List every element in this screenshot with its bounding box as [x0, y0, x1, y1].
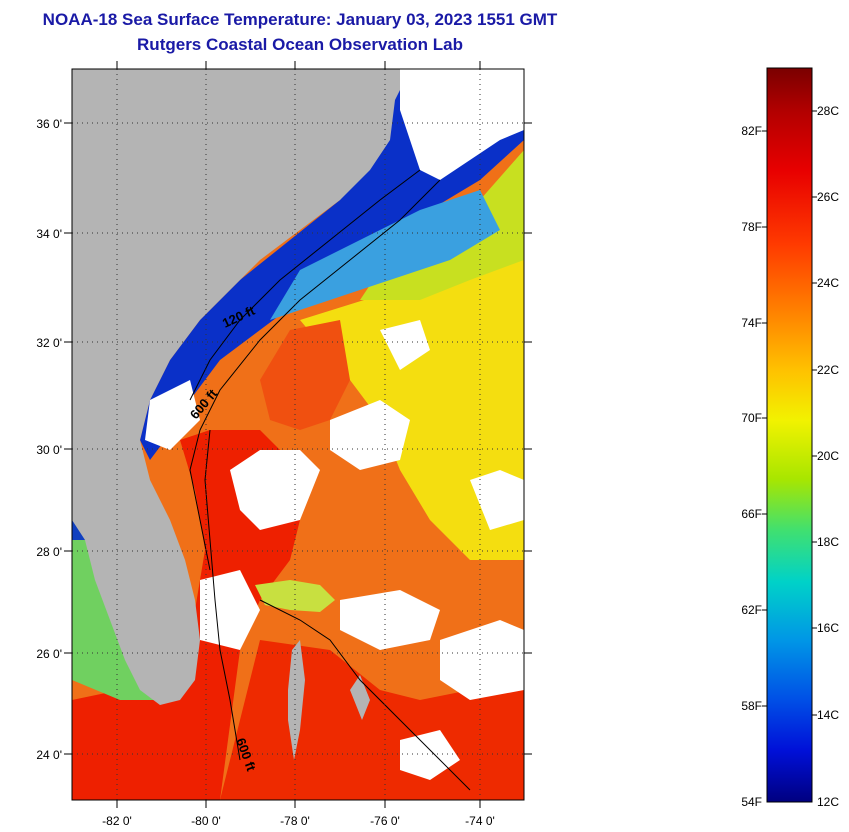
lat-label: 34 0': [36, 227, 62, 241]
colorbar-f-label: 70F: [741, 411, 762, 425]
colorbar-f-label: 82F: [741, 124, 762, 138]
cloud-cover: [145, 69, 524, 780]
lat-label: 28 0': [36, 545, 62, 559]
lon-label: -76 0': [370, 814, 400, 828]
colorbar-f-label: 78F: [741, 220, 762, 234]
colorbar-f-label: 54F: [741, 795, 762, 809]
lat-label: 30 0': [36, 443, 62, 457]
axis-ticks: [64, 61, 532, 808]
colorbar-c-label: 16C: [817, 621, 839, 635]
andros-island: [288, 640, 305, 760]
lat-label: 24 0': [36, 748, 62, 762]
colorbar-ticks: [762, 110, 817, 716]
colorbar-f-label: 66F: [741, 507, 762, 521]
lon-label: -82 0': [102, 814, 132, 828]
colorbar-c-label: 14C: [817, 708, 839, 722]
island: [350, 675, 370, 720]
warm-yellow-water: [300, 250, 524, 560]
colorbar-c-label: 26C: [817, 190, 839, 204]
longitude-labels: -82 0' -80 0' -78 0' -76 0' -74 0': [102, 814, 495, 828]
map-title: NOAA-18 Sea Surface Temperature: January…: [42, 10, 558, 29]
lon-label: -78 0': [280, 814, 310, 828]
map-area: 120 ft 600 ft 600 ft: [72, 69, 524, 800]
colorbar-c-label: 18C: [817, 535, 839, 549]
colorbar-c-label: 28C: [817, 104, 839, 118]
colorbar-f-label: 62F: [741, 603, 762, 617]
lat-label: 36 0': [36, 117, 62, 131]
bathymetry-contours: [189, 169, 471, 791]
colorbar-c-label: 12C: [817, 795, 839, 809]
warm-eddy: [260, 320, 350, 430]
gulf-stream-warm-water: [72, 430, 300, 800]
map-frame: [71, 68, 525, 801]
lon-label: -74 0': [465, 814, 495, 828]
graticule: [72, 69, 524, 800]
map-subtitle: Rutgers Coastal Ocean Observation Lab: [137, 35, 463, 54]
lat-label: 32 0': [36, 336, 62, 350]
land-southeast-us: [72, 69, 405, 705]
colorbar: 82F 78F 74F 70F 66F 62F 58F 54F 28C 26C …: [741, 67, 839, 809]
colorbar-c-label: 20C: [817, 449, 839, 463]
colorbar-c-label: 22C: [817, 363, 839, 377]
colorbar-c-label: 24C: [817, 276, 839, 290]
colorbar-scale: [766, 67, 813, 803]
bahamas-bank: [255, 580, 335, 612]
colorbar-f-label: 74F: [741, 316, 762, 330]
latitude-labels: 36 0' 34 0' 32 0' 30 0' 28 0' 26 0' 24 0…: [36, 117, 62, 762]
colorbar-f-label: 58F: [741, 699, 762, 713]
lon-label: -80 0': [191, 814, 221, 828]
lat-label: 26 0': [36, 647, 62, 661]
